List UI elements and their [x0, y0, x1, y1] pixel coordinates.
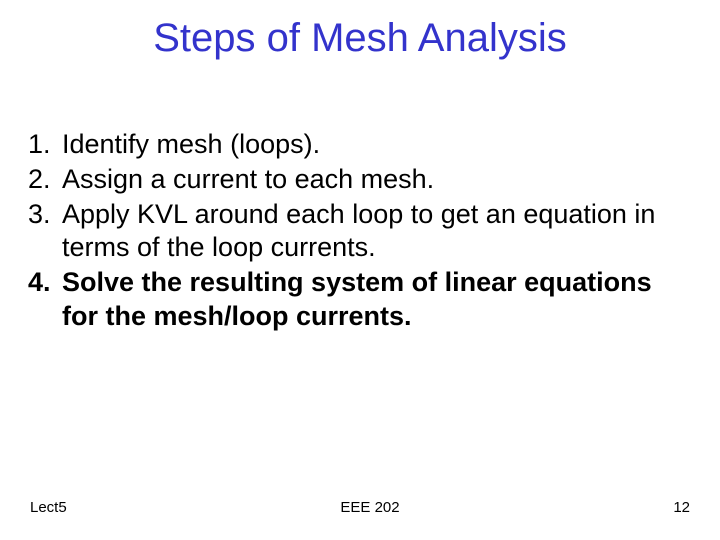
list-number: 3.: [28, 198, 62, 266]
list-text: Apply KVL around each loop to get an equ…: [62, 198, 692, 266]
footer-left: Lect5: [30, 499, 67, 516]
list-number: 2.: [28, 163, 62, 197]
slide-body: 1. Identify mesh (loops). 2. Assign a cu…: [28, 128, 692, 335]
list-item: 2. Assign a current to each mesh.: [28, 163, 692, 197]
slide-footer: Lect5 EEE 202 12: [30, 499, 690, 516]
slide-title: Steps of Mesh Analysis: [0, 16, 720, 61]
list-item: 4. Solve the resulting system of linear …: [28, 266, 692, 334]
list-text: Solve the resulting system of linear equ…: [62, 266, 692, 334]
list-item: 3. Apply KVL around each loop to get an …: [28, 198, 692, 266]
list-number: 1.: [28, 128, 62, 162]
list-text: Identify mesh (loops).: [62, 128, 692, 162]
footer-center: EEE 202: [67, 499, 674, 516]
list-item: 1. Identify mesh (loops).: [28, 128, 692, 162]
list-text: Assign a current to each mesh.: [62, 163, 692, 197]
list-number: 4.: [28, 266, 62, 334]
footer-page-number: 12: [673, 499, 690, 516]
slide: Steps of Mesh Analysis 1. Identify mesh …: [0, 0, 720, 540]
